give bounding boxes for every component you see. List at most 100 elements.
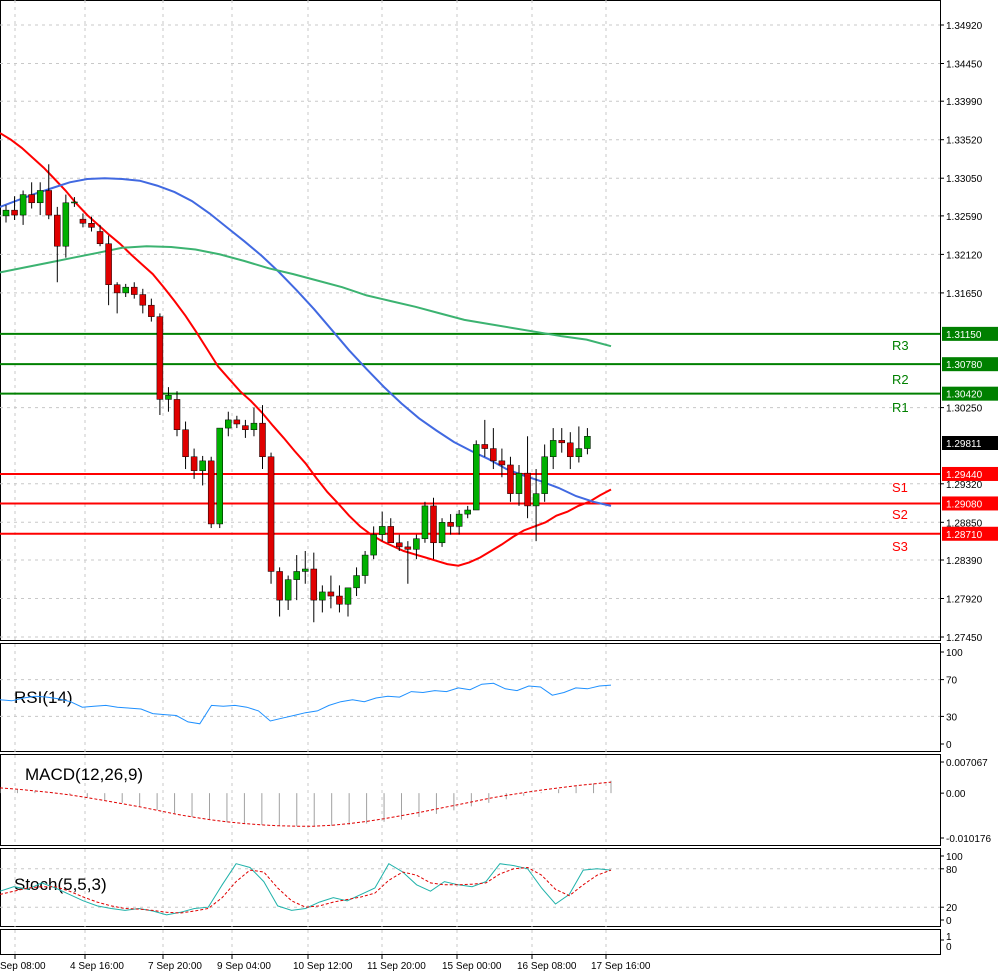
price-tick-label: 1.28390 — [946, 556, 983, 567]
rsi-line — [0, 682, 612, 725]
candle-up — [36, 190, 44, 204]
rsi-tick-label: 0 — [946, 740, 952, 751]
time-axis: Sep 08:00 4 Sep 16:00 7 Sep 20:00 9 Sep 04:… — [0, 955, 651, 972]
stoch-tick-label: 0 — [946, 916, 952, 927]
candle-up — [2, 209, 10, 217]
candle-up — [293, 571, 300, 580]
price-tick-label: 1.32590 — [946, 212, 983, 223]
candle-up — [370, 534, 377, 556]
candle-down — [148, 304, 155, 317]
stoch-tick-label: 20 — [946, 903, 958, 914]
macd-signal-line — [0, 781, 612, 827]
level-value-label: 1.28710 — [946, 530, 983, 541]
candle-down — [96, 231, 104, 244]
candle-down — [88, 223, 95, 228]
candle-up — [532, 493, 540, 507]
level-value-label: 1.31150 — [946, 330, 982, 341]
candle-down — [524, 472, 531, 507]
level-value-box — [942, 496, 998, 511]
candle-down — [447, 522, 454, 527]
candle-down — [54, 214, 61, 247]
candle-up — [19, 194, 27, 216]
current-price-box — [942, 436, 998, 450]
rsi-tick-label: 100 — [946, 648, 963, 659]
candle-down — [430, 505, 437, 544]
candle-up — [515, 472, 523, 494]
candle-down — [490, 448, 497, 462]
candle-up — [353, 575, 360, 589]
candle-down — [45, 190, 52, 216]
price-tick-label: 1.27920 — [946, 594, 983, 605]
level-value-box — [942, 326, 998, 341]
candle-down — [387, 526, 394, 544]
candle-up — [319, 591, 326, 601]
stoch-k-line — [0, 863, 612, 916]
candle-up — [549, 440, 557, 458]
stoch-tick-label: 100 — [946, 852, 963, 863]
time-tick-label: 4 Sep 16:00 — [70, 961, 124, 972]
stoch-d-line — [0, 866, 612, 914]
candle-up — [122, 286, 129, 294]
time-tick-label: 17 Sep 16:00 — [591, 961, 651, 972]
empty-panel-axis: 1 0 — [940, 932, 952, 953]
candle-down — [259, 422, 266, 458]
price-tick-label: 1.29320 — [946, 480, 983, 491]
candle-up — [302, 568, 309, 572]
candle-up — [361, 554, 369, 576]
price-tick-label: 1.27450 — [946, 633, 983, 644]
candle-up — [216, 427, 223, 525]
price-tick-label: 1.33050 — [946, 174, 983, 185]
candle-up — [584, 436, 591, 449]
rsi-panel: RSI(14) 100 70 30 0 — [0, 648, 963, 751]
price-tick-label: 1.33990 — [946, 97, 983, 108]
candle-down — [113, 284, 121, 294]
time-tick-label: 7 Sep 20:00 — [148, 961, 202, 972]
candle-down — [310, 568, 318, 601]
candle-down — [28, 194, 35, 204]
price-tick-label: 1.34920 — [946, 21, 983, 32]
candle-down — [558, 440, 565, 444]
candle-up — [421, 505, 429, 539]
candle-up — [413, 538, 420, 550]
macd-panel: MACD(12,26,9) 0.007067 0.00 -0.010176 — [0, 758, 991, 845]
candle-up — [473, 444, 480, 511]
moving-average-line — [0, 132, 612, 567]
price-tick-label: 1.32120 — [946, 250, 983, 261]
macd-tick-label: 0.00 — [946, 789, 966, 800]
candle-down — [267, 456, 275, 572]
macd-title: MACD(12,26,9) — [25, 765, 143, 784]
price-axis: 1.34920 1.34450 1.33990 1.33520 1.33050 1.325… — [940, 21, 983, 644]
level-label-r2: R2 — [892, 372, 909, 387]
panel-frames — [0, 0, 941, 955]
candle-down — [276, 571, 283, 601]
level-label-s3: S3 — [892, 539, 908, 554]
candle-down — [396, 542, 403, 548]
candle-down — [507, 464, 514, 494]
candle-up — [464, 509, 471, 515]
candle-down — [567, 442, 574, 458]
candle-down — [233, 419, 241, 425]
candle-down — [327, 591, 335, 597]
candle-up — [165, 395, 172, 400]
time-tick-label: 11 Sep 20:00 — [367, 961, 426, 972]
candle-up — [455, 513, 463, 527]
rsi-tick-label: 70 — [946, 676, 958, 687]
current-price-label: 1.29811 — [946, 439, 982, 450]
candle-up — [250, 422, 258, 430]
macd-tick-label: -0.010176 — [946, 834, 991, 845]
candle-down — [131, 286, 138, 295]
support-resistance-levels: R3 1.31150 R2 1.30780 R1 1.30420 S1 1.29440 S2 1.… — [0, 326, 998, 554]
level-value-box — [942, 357, 998, 372]
candle-up — [344, 587, 352, 605]
candle-up — [62, 202, 70, 247]
candle-down — [481, 444, 489, 449]
rsi-tick-label: 30 — [946, 712, 958, 723]
candle-up — [284, 579, 292, 601]
candle-up — [541, 456, 548, 494]
candle-down — [11, 209, 18, 216]
current-price-tag: 1.29811 — [942, 436, 998, 450]
price-tick-label: 1.28850 — [946, 518, 983, 529]
level-value-label: 1.29440 — [946, 470, 983, 481]
candle-up — [199, 460, 206, 471]
